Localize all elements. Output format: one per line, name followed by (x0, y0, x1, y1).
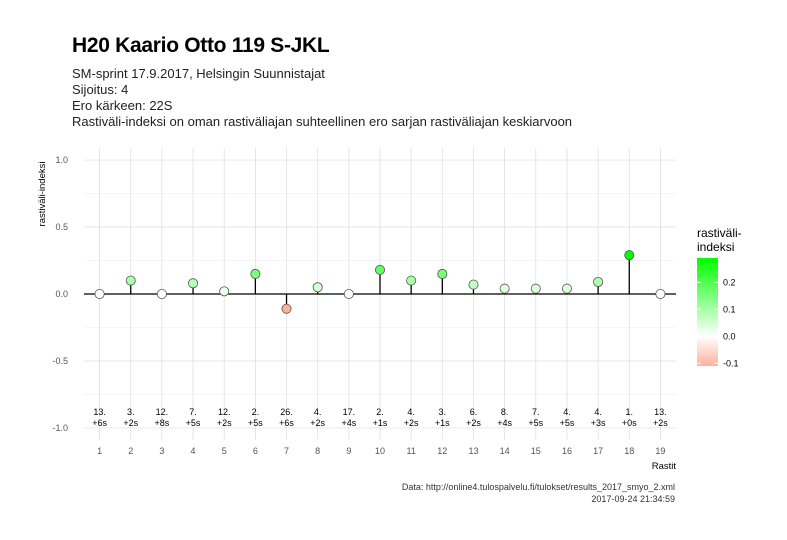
rank-label: 7. (532, 407, 540, 417)
rank-label: 12. (218, 407, 231, 417)
legend-title: rastiväli- (697, 226, 742, 240)
diff-label: +1s (435, 418, 450, 428)
diff-label: +3s (591, 418, 606, 428)
x-tick-label: 9 (346, 446, 351, 456)
y-tick-label: 1.0 (55, 155, 68, 165)
rank-label: 2. (376, 407, 384, 417)
lollipop-point (499, 283, 510, 294)
legend-tick-label: 0.0 (723, 331, 736, 341)
diff-label: +2s (653, 418, 668, 428)
rank-label: 4. (594, 407, 602, 417)
lollipop-point (624, 250, 635, 261)
diff-label: +4s (341, 418, 356, 428)
lollipop-point (250, 268, 261, 279)
diff-label: +5s (248, 418, 263, 428)
rank-label: 13. (654, 407, 667, 417)
rank-label: 7. (189, 407, 197, 417)
lollipop-point (530, 283, 541, 294)
diff-label: +8s (155, 418, 170, 428)
diff-label: +2s (466, 418, 481, 428)
lollipop-point (406, 275, 417, 286)
diff-label: +5s (560, 418, 575, 428)
legend-colorbar (697, 258, 718, 366)
diff-label: +5s (186, 418, 201, 428)
rank-label: 17. (343, 407, 356, 417)
x-tick-label: 10 (375, 446, 385, 456)
x-axis-label: Rastit (652, 461, 677, 472)
x-tick-label: 4 (191, 446, 196, 456)
x-tick-label: 19 (655, 446, 665, 456)
rank-label: 13. (93, 407, 106, 417)
rank-label: 1. (626, 407, 634, 417)
lollipop-point (94, 288, 105, 299)
x-tick-label: 8 (315, 446, 320, 456)
legend-tick-label: 0.1 (723, 304, 736, 314)
x-tick-label: 13 (468, 446, 478, 456)
rank-label: 8. (501, 407, 509, 417)
diff-label: +6s (92, 418, 107, 428)
rank-label: 4. (314, 407, 322, 417)
x-tick-label: 15 (531, 446, 541, 456)
lollipop-point (437, 268, 448, 279)
diff-label: +2s (310, 418, 325, 428)
rank-label: 3. (439, 407, 447, 417)
y-axis-label: rastiväli-indeksi (37, 162, 48, 227)
subtitle-line: Sijoitus: 4 (72, 82, 129, 97)
diff-label: +0s (622, 418, 637, 428)
subtitle-line: Rastiväli-indeksi on oman rastiväliajan … (72, 114, 573, 129)
x-tick-label: 14 (500, 446, 510, 456)
x-tick-label: 5 (222, 446, 227, 456)
subtitle-line: Ero kärkeen: 22S (72, 98, 173, 113)
x-tick-label: 7 (284, 446, 289, 456)
rank-label: 12. (156, 407, 169, 417)
data-source-caption: Data: http://online4.tulospalvelu.fi/tul… (401, 482, 675, 492)
legend-tick-label: -0.1 (723, 358, 739, 368)
x-tick-label: 16 (562, 446, 572, 456)
diff-label: +2s (404, 418, 419, 428)
x-tick-label: 1 (97, 446, 102, 456)
y-tick-label: 0.0 (55, 289, 68, 299)
rank-label: 26. (280, 407, 293, 417)
lollipop-point (281, 303, 292, 314)
y-tick-label: -0.5 (52, 356, 68, 366)
x-tick-label: 12 (437, 446, 447, 456)
diff-label: +1s (373, 418, 388, 428)
lollipop-point (188, 278, 199, 289)
x-tick-label: 3 (159, 446, 164, 456)
legend-title: indeksi (697, 240, 734, 254)
chart-subtitle: SM-sprint 17.9.2017, Helsingin Suunnista… (72, 66, 572, 130)
x-tick-label: 18 (624, 446, 634, 456)
y-tick-label: -1.0 (52, 423, 68, 433)
lollipop-point (312, 282, 323, 293)
legend-tick-label: 0.2 (723, 277, 736, 287)
diff-label: +6s (279, 418, 294, 428)
rank-label: 3. (127, 407, 135, 417)
lollipop-point (374, 264, 385, 275)
lollipop-point (655, 288, 666, 299)
diff-label: +2s (217, 418, 232, 428)
diff-label: +4s (497, 418, 512, 428)
rank-label: 2. (252, 407, 260, 417)
lollipop-point (561, 283, 572, 294)
timestamp-caption: 2017-09-24 21:34:59 (591, 494, 675, 504)
lollipop-point (219, 286, 230, 297)
y-tick-label: 0.5 (55, 222, 68, 232)
lollipop-point (125, 275, 136, 286)
x-tick-label: 17 (593, 446, 603, 456)
rank-label: 4. (407, 407, 415, 417)
x-tick-label: 6 (253, 446, 258, 456)
lollipop-point (156, 288, 167, 299)
diff-label: +5s (528, 418, 543, 428)
subtitle-line: SM-sprint 17.9.2017, Helsingin Suunnista… (72, 66, 325, 81)
lollipop-point (593, 276, 604, 287)
lollipop-point (468, 279, 479, 290)
lollipop-point (343, 288, 354, 299)
rank-label: 6. (470, 407, 478, 417)
chart-title: H20 Kaario Otto 119 S-JKL (72, 34, 330, 57)
x-tick-label: 11 (406, 446, 415, 456)
x-tick-label: 2 (128, 446, 133, 456)
diff-label: +2s (123, 418, 138, 428)
rank-label: 4. (563, 407, 571, 417)
